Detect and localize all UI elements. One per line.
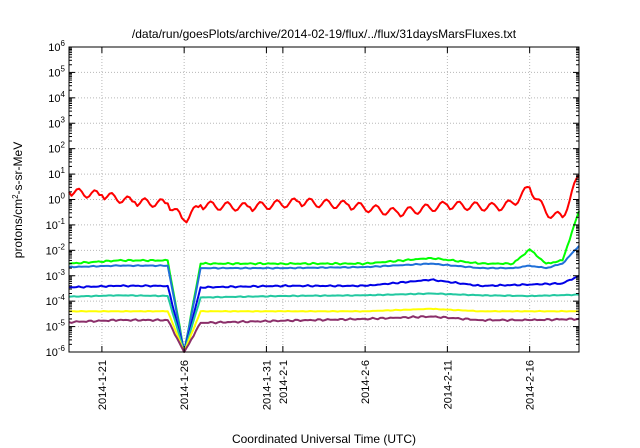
x-tick-label: 2014-2-11	[442, 360, 454, 409]
x-tick-label: 2014-1-31	[261, 360, 273, 410]
y-tick-label: 106	[48, 39, 65, 54]
series-line	[69, 307, 580, 353]
y-tick-label: 10-6	[46, 344, 66, 359]
series-line	[68, 315, 580, 353]
y-tick-label: 100	[48, 192, 65, 207]
series-line	[68, 174, 580, 224]
y-axis: 10-6 10-5 10-4 10-3 10-2 10-1 100 101 102 103 104 1…	[46, 39, 579, 359]
series-line	[68, 292, 580, 353]
y-tick-label: 10-4	[46, 293, 66, 308]
y-tick-label: 104	[48, 90, 65, 105]
y-tick-label: 105	[48, 64, 65, 79]
x-tick-label: 2014-2-6	[360, 360, 372, 404]
x-tick-label: 2014-1-21	[97, 360, 109, 410]
x-axis-label: Coordinated Universal Time (UTC)	[232, 432, 416, 446]
chart-title: /data/run/goesPlots/archive/2014-02-19/f…	[132, 27, 517, 41]
x-axis: 2014-1-21 2014-1-26 2014-1-31 2014-2-1 2014-…	[97, 47, 537, 410]
y-tick-label: 10-5	[46, 319, 66, 334]
series-group	[68, 174, 580, 353]
y-tick-label: 10-3	[46, 268, 66, 283]
y-tick-label: 101	[48, 166, 65, 181]
y-tick-label: 10-2	[46, 242, 66, 257]
grid	[69, 47, 579, 352]
series-line	[68, 245, 580, 353]
y-tick-label: 102	[48, 141, 65, 156]
y-tick-label: 103	[48, 115, 65, 130]
y-tick-label: 10-1	[46, 217, 66, 232]
x-tick-label: 2014-2-1	[278, 360, 290, 404]
series-line	[69, 274, 580, 353]
y-axis-label: protons/cm2-s-sr-MeV	[11, 142, 25, 258]
series-line	[68, 210, 580, 353]
x-tick-label: 2014-2-16	[525, 360, 537, 410]
x-tick-label: 2014-1-26	[179, 360, 191, 410]
